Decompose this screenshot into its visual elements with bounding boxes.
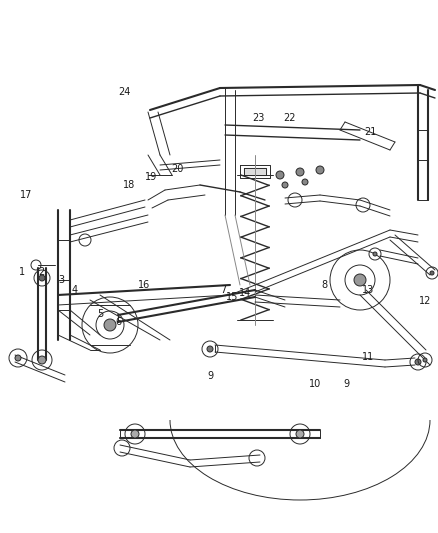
Circle shape	[38, 356, 46, 364]
Circle shape	[15, 355, 21, 361]
Text: 9: 9	[207, 371, 213, 381]
Text: 15: 15	[226, 293, 238, 302]
Text: 5: 5	[98, 310, 104, 319]
Text: 11: 11	[362, 352, 374, 362]
Text: 12: 12	[419, 296, 431, 306]
Text: 1: 1	[19, 267, 25, 277]
Text: 24: 24	[119, 87, 131, 96]
Circle shape	[131, 430, 139, 438]
Circle shape	[296, 430, 304, 438]
Text: 4: 4	[71, 286, 78, 295]
Text: 8: 8	[321, 280, 327, 290]
Text: 16: 16	[138, 280, 151, 290]
Text: 3: 3	[58, 275, 64, 285]
Text: 17: 17	[20, 190, 32, 199]
Text: 14: 14	[239, 288, 251, 298]
Circle shape	[296, 168, 304, 176]
Text: 21: 21	[364, 127, 376, 137]
Circle shape	[282, 182, 288, 188]
Text: 20: 20	[171, 165, 184, 174]
Circle shape	[276, 171, 284, 179]
Circle shape	[430, 271, 434, 275]
Text: 13: 13	[362, 286, 374, 295]
Circle shape	[415, 359, 421, 365]
Text: 18: 18	[123, 181, 135, 190]
Circle shape	[207, 346, 213, 352]
Circle shape	[104, 319, 116, 331]
Circle shape	[39, 275, 45, 281]
Circle shape	[316, 166, 324, 174]
Circle shape	[302, 179, 308, 185]
Text: 2: 2	[39, 267, 45, 277]
Circle shape	[373, 252, 377, 256]
Polygon shape	[244, 168, 266, 175]
Circle shape	[354, 274, 366, 286]
Text: 10: 10	[309, 379, 321, 389]
Text: 22: 22	[283, 114, 295, 123]
Text: 19: 19	[145, 172, 157, 182]
Text: 6: 6	[115, 318, 121, 327]
Circle shape	[423, 358, 427, 362]
Text: 9: 9	[343, 379, 349, 389]
Text: 7: 7	[220, 286, 226, 295]
Text: 23: 23	[252, 114, 265, 123]
